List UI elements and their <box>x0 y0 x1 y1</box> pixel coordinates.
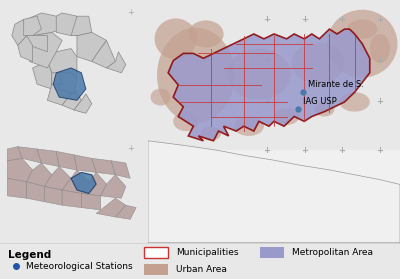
Ellipse shape <box>154 18 197 59</box>
Polygon shape <box>92 40 116 68</box>
Ellipse shape <box>201 126 221 141</box>
Polygon shape <box>92 158 116 175</box>
Text: +: + <box>376 56 383 65</box>
Ellipse shape <box>340 92 370 112</box>
Ellipse shape <box>234 117 264 136</box>
FancyBboxPatch shape <box>144 247 168 258</box>
Polygon shape <box>101 175 126 198</box>
Polygon shape <box>77 32 106 61</box>
FancyBboxPatch shape <box>148 150 400 243</box>
Text: +: + <box>263 56 270 65</box>
Polygon shape <box>12 20 27 45</box>
Ellipse shape <box>173 112 198 131</box>
Ellipse shape <box>227 49 291 100</box>
Text: +: + <box>376 146 383 155</box>
Text: Meteorological Stations: Meteorological Stations <box>26 262 133 271</box>
Polygon shape <box>62 89 82 110</box>
Text: +: + <box>263 15 270 24</box>
Polygon shape <box>71 16 92 36</box>
Polygon shape <box>8 158 32 182</box>
Polygon shape <box>96 198 126 217</box>
Text: +: + <box>127 144 134 153</box>
Polygon shape <box>111 161 130 178</box>
Polygon shape <box>168 29 370 141</box>
Polygon shape <box>59 73 77 94</box>
Polygon shape <box>71 172 96 194</box>
Polygon shape <box>27 182 44 202</box>
Text: +: + <box>376 97 383 107</box>
Text: Mirante de S.: Mirante de S. <box>308 80 364 89</box>
Text: +: + <box>338 15 346 24</box>
Polygon shape <box>74 155 96 172</box>
Polygon shape <box>116 205 136 219</box>
Polygon shape <box>56 151 77 170</box>
Text: Municipalities: Municipalities <box>176 248 238 257</box>
Polygon shape <box>30 32 62 68</box>
Polygon shape <box>27 36 47 52</box>
Ellipse shape <box>188 20 224 48</box>
Polygon shape <box>148 141 400 243</box>
Polygon shape <box>37 149 59 167</box>
Ellipse shape <box>274 108 299 125</box>
Polygon shape <box>27 13 62 36</box>
Ellipse shape <box>157 28 235 123</box>
Polygon shape <box>52 73 62 84</box>
Ellipse shape <box>150 89 171 105</box>
Polygon shape <box>27 163 52 186</box>
Text: +: + <box>301 15 308 24</box>
Polygon shape <box>18 147 42 163</box>
Polygon shape <box>32 61 52 89</box>
Text: Metropolitan Area: Metropolitan Area <box>292 248 373 257</box>
Text: +: + <box>376 15 383 24</box>
Polygon shape <box>106 52 126 73</box>
Text: +: + <box>338 146 346 155</box>
FancyBboxPatch shape <box>260 247 284 258</box>
Text: Urban Area: Urban Area <box>176 265 227 274</box>
Polygon shape <box>47 49 77 78</box>
Text: +: + <box>263 146 270 155</box>
Polygon shape <box>24 16 42 36</box>
Polygon shape <box>44 167 71 190</box>
Polygon shape <box>82 194 101 210</box>
Ellipse shape <box>327 10 398 78</box>
Ellipse shape <box>347 20 377 39</box>
Polygon shape <box>44 186 62 205</box>
Polygon shape <box>18 36 32 61</box>
Text: IAG USP: IAG USP <box>303 97 337 106</box>
Polygon shape <box>56 13 77 36</box>
Polygon shape <box>8 178 27 198</box>
Ellipse shape <box>370 34 390 63</box>
Polygon shape <box>53 68 86 100</box>
Polygon shape <box>74 94 92 113</box>
Polygon shape <box>82 172 106 196</box>
Text: +: + <box>127 8 134 18</box>
Text: +: + <box>263 97 270 107</box>
Polygon shape <box>8 147 22 161</box>
Ellipse shape <box>292 43 344 83</box>
Polygon shape <box>62 190 82 208</box>
FancyBboxPatch shape <box>144 264 168 275</box>
Ellipse shape <box>314 102 334 117</box>
Text: Legend: Legend <box>8 250 51 260</box>
Polygon shape <box>47 84 71 105</box>
Polygon shape <box>62 170 89 194</box>
Text: +: + <box>301 146 308 155</box>
